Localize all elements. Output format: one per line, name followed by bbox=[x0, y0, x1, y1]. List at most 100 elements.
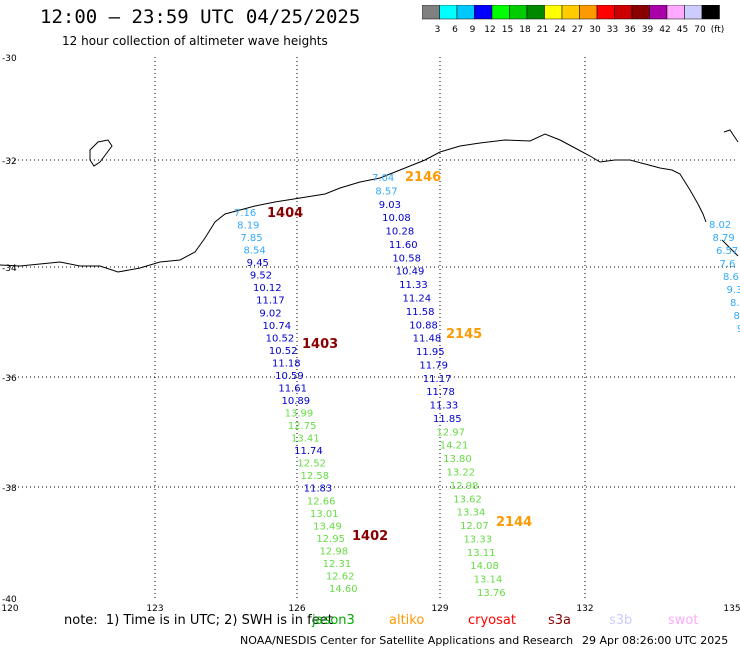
legend-label: 30 bbox=[589, 25, 601, 35]
wave-height-east-track: 13.62 bbox=[453, 494, 482, 505]
wave-height-west-track: 7.85 bbox=[240, 233, 262, 244]
wave-height-east-track: 13.34 bbox=[457, 508, 486, 519]
wave-height-east-track: 7.04 bbox=[372, 173, 394, 184]
wave-height-west-track: 13.49 bbox=[313, 521, 342, 532]
pass-id-label: 1404 bbox=[267, 206, 303, 221]
legend-label: 39 bbox=[642, 25, 654, 35]
legend-label: 27 bbox=[572, 25, 583, 35]
wave-height-west-track: 13.01 bbox=[310, 509, 339, 520]
legend-label: 70 bbox=[694, 25, 706, 35]
wave-height-east-track: 11.58 bbox=[406, 307, 435, 318]
legend-label: 21 bbox=[537, 25, 548, 35]
wave-height-east-track: 11.95 bbox=[416, 347, 445, 358]
longitude-label: 132 bbox=[576, 604, 593, 614]
pass-id-label: 2145 bbox=[446, 327, 482, 342]
units-note: note: 1) Time is in UTC; 2) SWH is in fe… bbox=[64, 613, 333, 628]
wave-height-west-track: 10.74 bbox=[263, 321, 292, 332]
coast-east-edge bbox=[723, 129, 739, 143]
wave-height-east-track: 11.60 bbox=[389, 240, 418, 251]
satellite-label: cryosat bbox=[468, 613, 516, 628]
wave-height-west-track: 12.75 bbox=[288, 421, 317, 432]
longitude-label: 135 bbox=[723, 604, 740, 614]
legend-label: 3 bbox=[435, 25, 441, 35]
wave-height-east-track: 8.57 bbox=[375, 186, 397, 197]
latitude-label: -32 bbox=[2, 157, 17, 167]
wave-height-edge-track: 7.6 bbox=[720, 259, 736, 270]
wave-height-east-track: 13.33 bbox=[463, 534, 492, 545]
wave-height-west-track: 9.52 bbox=[250, 271, 272, 282]
satellite-label: altiko bbox=[389, 613, 425, 628]
coast-east-lower bbox=[721, 239, 739, 257]
latitude-label: -30 bbox=[2, 54, 17, 64]
satellite-label: swot bbox=[668, 613, 699, 628]
legend-label: 18 bbox=[519, 25, 531, 35]
color-scale-legend: 3 6 9 12 15 18 21 24 27 30 33 36 39 42 45 70 (ft) bbox=[422, 5, 725, 35]
wave-height-edge-track: 9.3 bbox=[727, 285, 740, 296]
legend-label: 45 bbox=[677, 25, 688, 35]
coast-islet-west bbox=[89, 139, 113, 167]
wave-height-west-track: 12.62 bbox=[326, 571, 355, 582]
wave-height-east-track: 10.49 bbox=[396, 267, 425, 278]
latitude-label: -36 bbox=[2, 374, 17, 384]
satellite-label: s3b bbox=[609, 613, 633, 628]
wave-height-east-track: 10.58 bbox=[392, 253, 421, 264]
wave-height-west-track: 10.12 bbox=[253, 283, 282, 294]
wave-height-east-track: 11.78 bbox=[426, 387, 455, 398]
australia-south-coast bbox=[0, 133, 707, 273]
latitude-label: -40 bbox=[2, 595, 17, 605]
wave-height-west-track: 13.41 bbox=[291, 434, 320, 445]
wave-height-east-track: 14.08 bbox=[470, 561, 499, 572]
longitude-label: 129 bbox=[431, 604, 448, 614]
wave-height-west-track: 12.31 bbox=[323, 559, 352, 570]
wave-height-west-track: 12.52 bbox=[297, 459, 326, 470]
wave-height-west-track: 10.59 bbox=[275, 371, 304, 382]
legend-label: (ft) bbox=[711, 25, 725, 35]
wave-height-west-track: 12.98 bbox=[320, 546, 349, 557]
wave-height-west-track: 11.61 bbox=[278, 383, 307, 394]
legend-swatch bbox=[701, 5, 720, 20]
wave-height-east-track: 9.03 bbox=[379, 200, 401, 211]
wave-height-east-track: 11.85 bbox=[433, 414, 462, 425]
wave-height-east-track: 12.97 bbox=[436, 427, 465, 438]
wave-height-edge-track: 6.57 bbox=[716, 246, 738, 257]
wave-height-west-track: 11.83 bbox=[304, 484, 333, 495]
legend-label: 12 bbox=[484, 25, 495, 35]
legend-label: 33 bbox=[607, 25, 618, 35]
wave-height-east-track: 10.28 bbox=[386, 227, 415, 238]
wave-height-east-track: 12.07 bbox=[460, 521, 489, 532]
pass-id-label: 1403 bbox=[302, 337, 338, 352]
generated-timestamp: 29 Apr 08:26:00 UTC 2025 bbox=[582, 634, 729, 647]
wave-height-edge-track: 8.6 bbox=[723, 272, 739, 283]
satellite-label: jason3 bbox=[312, 613, 355, 628]
pass-id-label: 2144 bbox=[496, 515, 532, 530]
wave-height-east-track: 10.08 bbox=[382, 213, 411, 224]
wave-height-west-track: 8.54 bbox=[244, 246, 266, 257]
wave-height-west-track: 11.17 bbox=[256, 296, 285, 307]
wave-height-edge-track: 9 bbox=[737, 324, 740, 335]
legend-label: 24 bbox=[554, 25, 566, 35]
legend-label: 42 bbox=[659, 25, 670, 35]
wave-height-west-track: 11.74 bbox=[294, 446, 323, 457]
coastline bbox=[0, 129, 739, 273]
wave-height-west-track: 12.66 bbox=[307, 496, 336, 507]
pass-id-label: 1402 bbox=[352, 529, 388, 544]
wave-height-east-track: 11.24 bbox=[402, 293, 431, 304]
wave-height-east-track: 13.11 bbox=[467, 548, 496, 559]
wave-height-east-track: 14.21 bbox=[440, 441, 469, 452]
wave-height-east-track: 12.98 bbox=[450, 481, 479, 492]
wave-height-east-track: 11.48 bbox=[413, 334, 442, 345]
wave-height-west-track: 10.52 bbox=[266, 333, 295, 344]
wave-height-east-track: 13.14 bbox=[474, 575, 503, 586]
wave-height-west-track: 11.18 bbox=[272, 358, 301, 369]
legend-label: 9 bbox=[470, 25, 476, 35]
pass-id-label: 2146 bbox=[405, 170, 441, 185]
wave-height-east-track: 11.17 bbox=[423, 374, 452, 385]
grid bbox=[10, 57, 735, 598]
wave-height-west-track: 14.60 bbox=[329, 584, 358, 595]
latitude-label: -38 bbox=[2, 484, 17, 494]
wave-height-west-track: 9.02 bbox=[259, 308, 281, 319]
map-title: 12:00 — 23:59 UTC 04/25/2025 bbox=[40, 6, 361, 28]
wave-height-west-track: 10.89 bbox=[282, 396, 311, 407]
legend-label: 6 bbox=[452, 25, 458, 35]
